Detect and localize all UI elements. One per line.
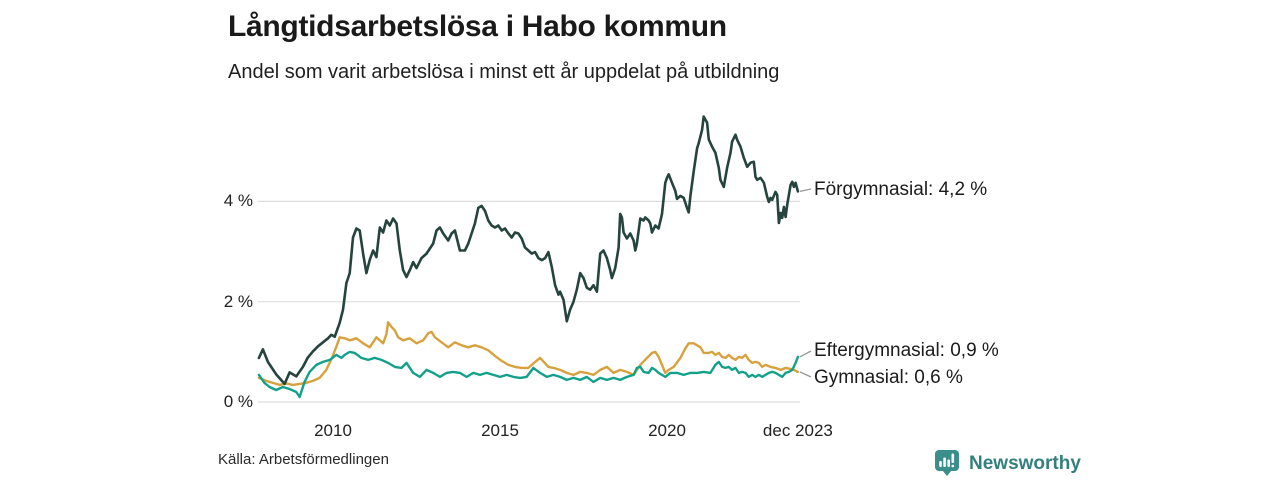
newsworthy-logo[interactable]: Newsworthy [934, 449, 1081, 477]
page-subtitle: Andel som varit arbetslösa i minst ett å… [228, 61, 780, 83]
label-connectors [799, 188, 812, 378]
series-line-förgymnasial [257, 115, 800, 386]
newsworthy-logo-icon [935, 450, 959, 476]
series-lines [257, 115, 800, 399]
newsworthy-wordmark: Newsworthy [969, 452, 1081, 474]
x-tick-label: dec 2023 [762, 421, 833, 440]
x-tick-label: 2020 [648, 421, 686, 440]
series-line-eftergymnasial [257, 350, 800, 399]
series-label-gymnasial: Gymnasial: 0,6 % [814, 367, 963, 388]
connector-line [799, 371, 812, 378]
connector-line [799, 350, 812, 358]
series-line-gymnasial [257, 321, 800, 387]
series-label-eftergymnasial: Eftergymnasial: 0,9 % [814, 340, 999, 361]
page-title: Långtidsarbetslösa i Habo kommun [228, 10, 727, 43]
x-tick-label: 2015 [481, 421, 519, 440]
x-tick-label: 2010 [314, 421, 352, 440]
y-tick-label: 0 % [223, 392, 253, 411]
y-tick-label: 4 % [223, 191, 253, 211]
y-tick-label: 2 % [223, 291, 253, 311]
gridlines [258, 200, 800, 403]
connector-line [799, 188, 812, 193]
source-attribution: Källa: Arbetsförmedlingen [218, 451, 389, 468]
series-label-forgymnasial: Förgymnasial: 4,2 % [814, 179, 988, 200]
